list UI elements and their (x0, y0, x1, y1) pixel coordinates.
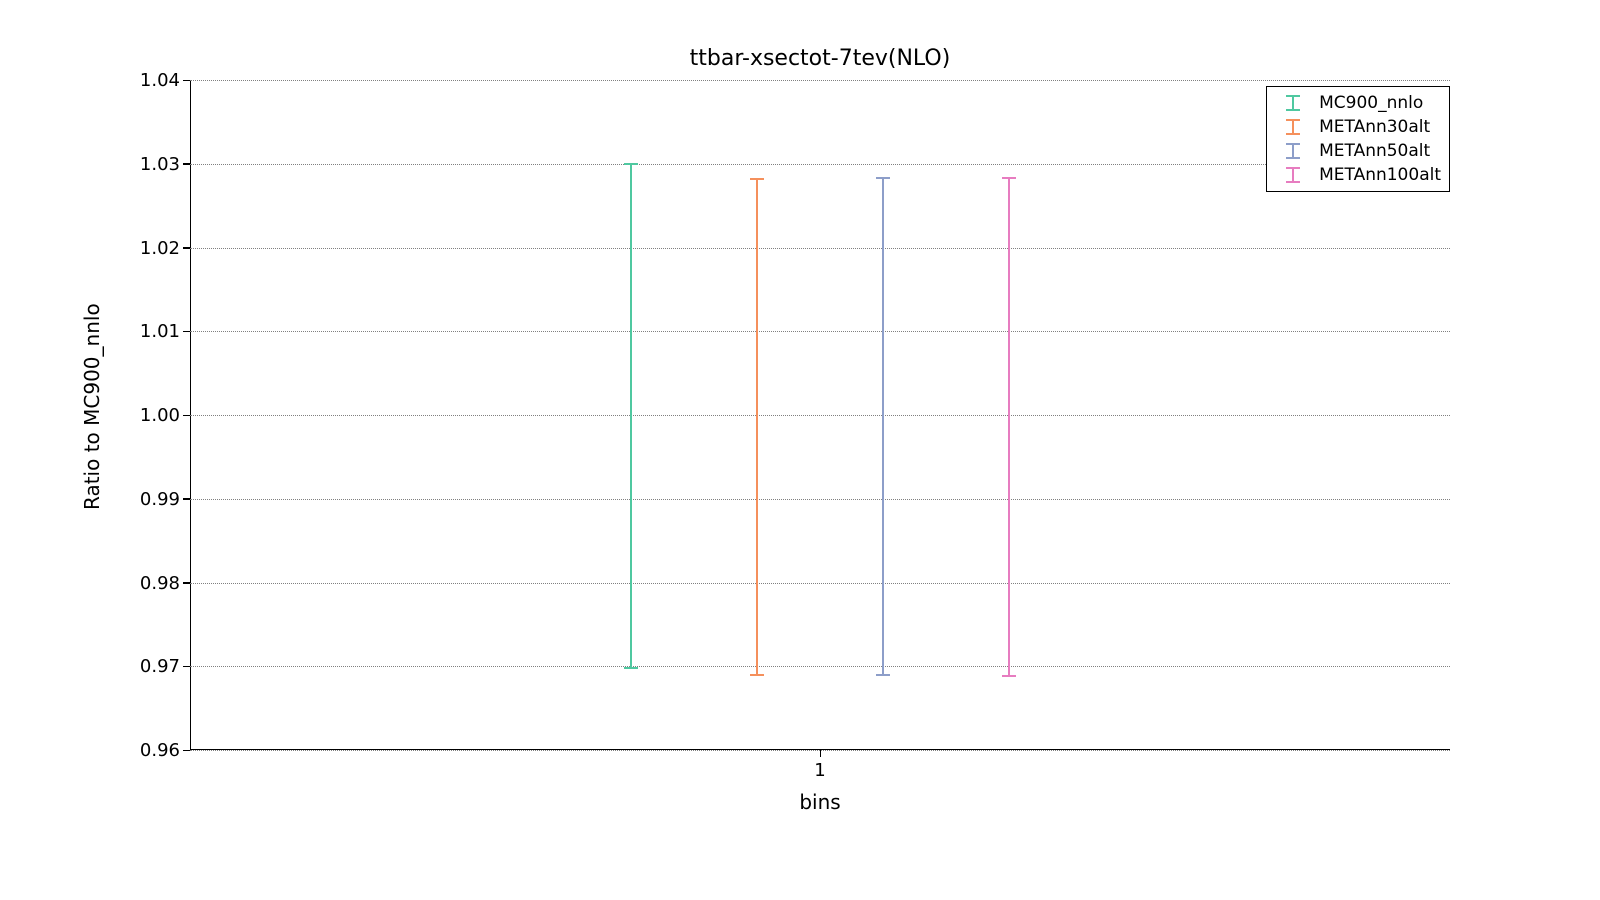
y-tick-label: 1.01 (120, 321, 180, 342)
error-bar-stem (756, 179, 758, 675)
y-tick-mark (183, 415, 190, 417)
grid-line (190, 583, 1450, 584)
legend-label: METAnn50alt (1319, 141, 1430, 161)
y-tick-mark (183, 666, 190, 668)
grid-line (190, 499, 1450, 500)
error-bar-cap-top (750, 178, 764, 180)
error-bar-stem (882, 178, 884, 675)
legend-sample-icon (1275, 143, 1311, 159)
grid-line (190, 415, 1450, 416)
error-bar-cap-bottom (624, 667, 638, 669)
y-tick-mark (183, 163, 190, 165)
legend-item: METAnn30alt (1275, 115, 1441, 139)
y-tick-label: 0.99 (120, 489, 180, 510)
error-bar-cap-top (876, 177, 890, 179)
y-tick-label: 1.00 (120, 405, 180, 426)
chart-title: ttbar-xsectot-7tev(NLO) (190, 46, 1450, 71)
error-bar-stem (630, 164, 632, 668)
y-tick-mark (183, 80, 190, 82)
error-bar-cap-bottom (1002, 675, 1016, 677)
y-tick-label: 1.03 (120, 154, 180, 175)
grid-line (190, 164, 1450, 165)
legend-sample-icon (1275, 167, 1311, 183)
x-tick-label: 1 (800, 760, 840, 781)
legend: MC900_nnlo METAnn30alt METAnn50alt METAnn10… (1266, 86, 1450, 192)
grid-line (190, 666, 1450, 667)
legend-label: METAnn100alt (1319, 165, 1441, 185)
chart-container: ttbar-xsectot-7tev(NLO) 0.96 0.97 0.98 0.99… (0, 0, 1600, 900)
y-tick-mark (183, 582, 190, 584)
y-tick-mark (183, 247, 190, 249)
error-bar-cap-bottom (876, 674, 890, 676)
grid-line (190, 80, 1450, 81)
x-tick-mark (820, 750, 822, 757)
grid-line (190, 248, 1450, 249)
y-tick-label: 1.02 (120, 238, 180, 259)
error-bar-stem (1008, 178, 1010, 676)
y-tick-mark (183, 750, 190, 752)
grid-line (190, 331, 1450, 332)
error-bar-cap-bottom (750, 674, 764, 676)
legend-sample-icon (1275, 119, 1311, 135)
error-bar-cap-top (1002, 177, 1016, 179)
y-tick-mark (183, 498, 190, 500)
y-tick-label: 0.96 (120, 740, 180, 761)
error-bar-cap-top (624, 163, 638, 165)
legend-item: METAnn100alt (1275, 163, 1441, 187)
y-tick-mark (183, 331, 190, 333)
y-axis-label: Ratio to MC900_nnlo (80, 303, 104, 510)
legend-item: METAnn50alt (1275, 139, 1441, 163)
y-tick-label: 0.98 (120, 573, 180, 594)
y-tick-label: 1.04 (120, 70, 180, 91)
legend-sample-icon (1275, 95, 1311, 111)
x-axis-label: bins (190, 790, 1450, 814)
y-tick-label: 0.97 (120, 656, 180, 677)
legend-label: MC900_nnlo (1319, 93, 1423, 113)
legend-item: MC900_nnlo (1275, 91, 1441, 115)
legend-label: METAnn30alt (1319, 117, 1430, 137)
